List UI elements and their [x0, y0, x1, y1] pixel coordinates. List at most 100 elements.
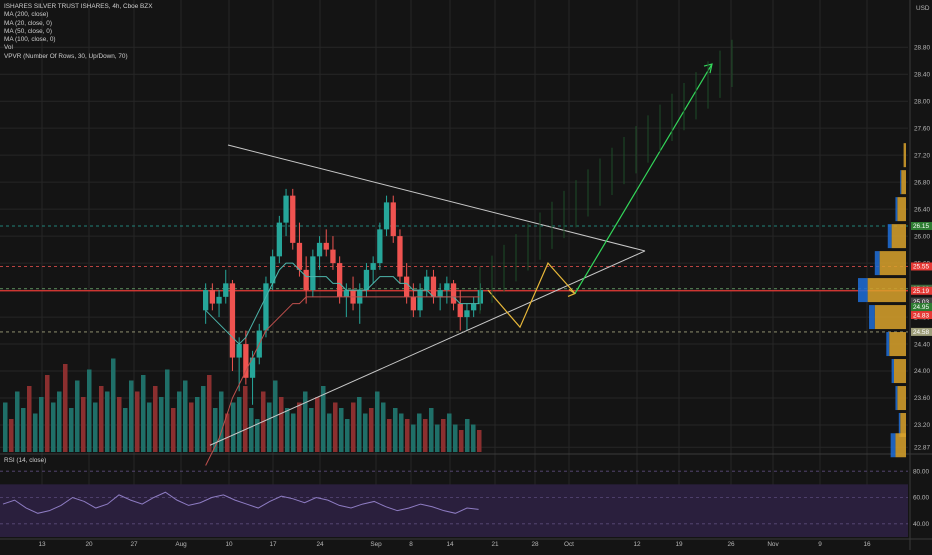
volume-bar: [441, 419, 446, 452]
volume-bar: [213, 408, 218, 452]
volume-bar: [393, 408, 398, 452]
volume-bar: [99, 386, 104, 452]
x-tick-label: 28: [531, 541, 539, 548]
volume-bar: [357, 397, 362, 452]
vpvr-bar-down: [895, 197, 898, 222]
x-tick-label: 17: [269, 541, 277, 548]
price-label-bg: [911, 297, 932, 306]
volume-bar: [411, 424, 416, 452]
x-tick-label: 26: [727, 541, 735, 548]
volume-bar: [399, 413, 404, 452]
volume-bar: [159, 397, 164, 452]
candle-body: [209, 290, 215, 304]
y-tick-label: 24.40: [914, 341, 930, 348]
candle-body: [323, 242, 329, 250]
volume-bar: [75, 380, 80, 452]
triangle-lower-line: [209, 250, 646, 446]
vpvr-bar-down: [891, 359, 894, 384]
volume-bar: [135, 391, 140, 452]
x-tick-label: 21: [491, 541, 499, 548]
candle-body: [444, 283, 450, 291]
volume-bar: [153, 386, 158, 452]
chart-title: ISHARES SILVER TRUST ISHARES, 4h, Cboe B…: [4, 3, 153, 10]
x-tick-label: 20: [85, 541, 93, 548]
vpvr-bar-up: [889, 332, 906, 357]
candle-body: [417, 290, 423, 311]
vpvr-bar-up: [900, 413, 906, 438]
vpvr-bar-down: [858, 278, 868, 303]
x-tick-label: Sep: [370, 541, 382, 548]
volume-bar: [315, 397, 320, 452]
volume-bar: [165, 369, 170, 452]
candle-body: [290, 195, 296, 243]
y-tick-label: 24.00: [914, 368, 930, 375]
x-tick-label: Oct: [564, 541, 574, 548]
volume-bar: [345, 419, 350, 452]
volume-bar: [435, 424, 440, 452]
volume-bar: [465, 419, 470, 452]
y-tick-label: 27.60: [914, 125, 930, 132]
x-tick-label: 27: [130, 541, 138, 548]
volume-bar: [69, 408, 74, 452]
price-label-bg: [911, 302, 932, 311]
vpvr-bar-down: [874, 251, 880, 276]
candle-body: [337, 263, 343, 297]
candle-body: [263, 283, 269, 331]
volume-bar: [339, 408, 344, 452]
candle-body: [404, 276, 410, 297]
volume-bar: [171, 408, 176, 452]
volume-bar: [183, 380, 188, 452]
y-tick-label: 22.87: [914, 444, 930, 451]
legend-ma20: MA (20, close, 0): [4, 19, 52, 27]
candle-body: [424, 276, 430, 291]
y-tick-label: 26.80: [914, 179, 930, 186]
volume-bar: [417, 413, 422, 452]
volume-bar: [201, 386, 206, 452]
volume-bar: [57, 391, 62, 452]
price-label: 25.19: [913, 288, 929, 295]
volume-bar: [111, 358, 116, 452]
volume-bar: [429, 408, 434, 452]
volume-bar: [255, 419, 260, 452]
x-tick-label: Aug: [175, 541, 187, 548]
vpvr-bar-down: [895, 386, 898, 411]
price-label: 25.03: [913, 299, 929, 306]
candle-body: [330, 249, 336, 264]
volume-bar: [375, 391, 380, 452]
y-tick-label: 28.80: [914, 44, 930, 51]
volume-bar: [219, 391, 224, 452]
volume-bar: [45, 375, 50, 452]
volume-bar: [3, 402, 8, 452]
volume-bar: [9, 419, 14, 452]
candle-body: [390, 202, 396, 237]
volume-bar: [231, 402, 236, 452]
vpvr-bar-down: [886, 332, 890, 357]
vpvr-bar-up: [897, 386, 906, 411]
volume-bar: [243, 386, 248, 452]
volume-bar: [15, 391, 20, 452]
price-label-bg: [911, 311, 932, 320]
vpvr-bar-up: [867, 278, 906, 303]
volume-bar: [141, 375, 146, 452]
vpvr-bar-up: [891, 224, 906, 249]
volume-bar: [63, 364, 68, 452]
y-tick-label: 23.20: [914, 422, 930, 429]
vpvr-bar-up: [903, 143, 906, 168]
volume-bar: [237, 397, 242, 452]
x-tick-label: 9: [818, 541, 822, 548]
volume-bar: [423, 419, 428, 452]
price-label: 24.58: [913, 329, 929, 336]
y-tick-label: 28.40: [914, 71, 930, 78]
vpvr-bar-up: [895, 433, 906, 458]
volume-bar: [27, 386, 32, 452]
volume-bar: [447, 413, 452, 452]
candle-body: [377, 229, 383, 264]
vpvr-bar-down: [890, 433, 896, 458]
y-tick-label: 28.00: [914, 98, 930, 105]
candle-body: [276, 222, 282, 257]
volume-bar: [21, 408, 26, 452]
vpvr-bar-down: [887, 224, 892, 249]
